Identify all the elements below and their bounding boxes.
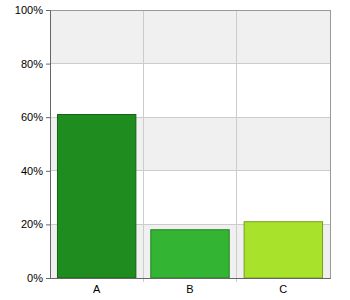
y-tick-mark	[46, 10, 50, 11]
y-tick-mark	[46, 224, 50, 225]
category-separator	[143, 10, 144, 282]
bar	[151, 230, 229, 278]
y-tick-label: 0%	[27, 272, 43, 284]
y-tick-label: 40%	[21, 165, 43, 177]
plot: 0% 20% 40% 60% 80% 100% A B C	[15, 4, 331, 295]
y-axis-line	[46, 11, 51, 279]
y-tick-mark	[46, 117, 50, 118]
x-axis-line	[51, 278, 331, 279]
y-tick: 60%	[21, 111, 50, 123]
y-tick: 100%	[15, 4, 50, 16]
x-tick: C	[279, 278, 287, 295]
x-tick-label: B	[186, 283, 193, 295]
bar	[57, 115, 135, 278]
y-tick-label: 60%	[21, 111, 43, 123]
bar	[244, 222, 322, 278]
y-tick-mark	[46, 278, 50, 279]
y-tick: 20%	[21, 218, 50, 230]
category-separator	[236, 10, 237, 282]
y-tick: 40%	[21, 165, 50, 177]
y-tick: 80%	[21, 58, 50, 70]
y-tick-mark	[46, 171, 50, 172]
y-tick-mark	[46, 64, 50, 65]
y-tick: 0%	[27, 272, 50, 284]
x-tick-label: C	[279, 283, 287, 295]
chart: 0% 20% 40% 60% 80% 100% A B C	[0, 0, 350, 300]
bars	[57, 115, 322, 278]
plot-frame	[50, 10, 330, 278]
grid-band	[50, 10, 330, 64]
y-tick-label: 80%	[21, 58, 43, 70]
y-tick-label: 100%	[15, 4, 43, 16]
y-axis: 0% 20% 40% 60% 80% 100%	[15, 4, 51, 284]
x-tick: B	[186, 278, 193, 295]
x-axis: A B C	[51, 278, 331, 295]
grid-line	[50, 63, 330, 64]
x-tick-label: A	[93, 283, 101, 295]
x-tick: A	[93, 278, 101, 295]
y-tick-label: 20%	[21, 218, 43, 230]
